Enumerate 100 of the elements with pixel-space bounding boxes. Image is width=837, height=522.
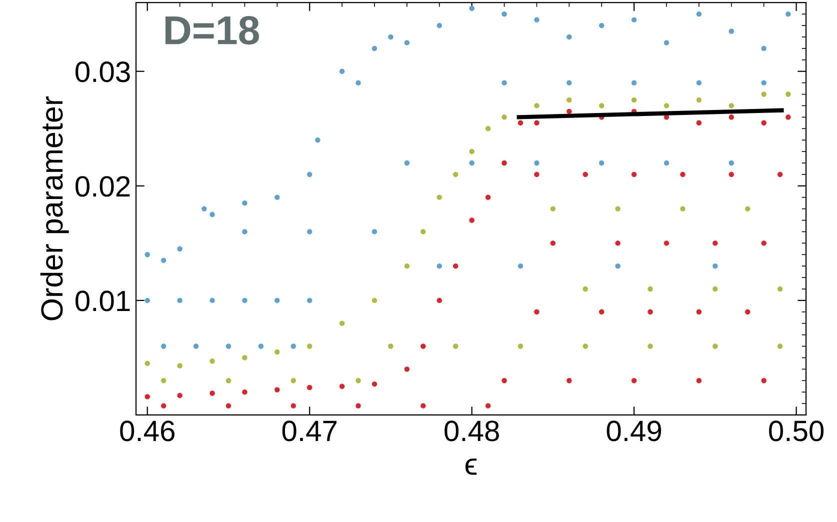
point [664, 240, 670, 246]
point [388, 34, 394, 40]
point [469, 160, 474, 166]
point [242, 298, 248, 304]
point [372, 46, 378, 52]
point [242, 200, 248, 206]
point [566, 97, 572, 103]
point [372, 381, 378, 387]
point [290, 403, 296, 408]
point [680, 172, 686, 178]
point [566, 34, 572, 40]
point [193, 344, 199, 349]
y-tick-label: 0.03 [76, 62, 130, 82]
point [566, 378, 572, 384]
point [453, 172, 458, 178]
point [372, 298, 378, 304]
point [210, 212, 215, 218]
point [786, 92, 791, 97]
point [502, 114, 507, 120]
point [761, 92, 766, 97]
point [144, 298, 150, 304]
point [420, 229, 426, 234]
x-axis-title: ϵ [465, 458, 477, 475]
x-tick-label: 0.46 [120, 420, 174, 442]
point [404, 160, 410, 166]
point [761, 46, 766, 52]
point [160, 344, 166, 349]
point [372, 229, 378, 234]
point [534, 309, 540, 314]
point [518, 344, 524, 349]
point [745, 206, 750, 212]
point [518, 263, 524, 269]
point [728, 114, 734, 120]
point [210, 298, 215, 304]
point [226, 344, 232, 349]
point [582, 172, 588, 178]
point [210, 358, 215, 364]
point [242, 389, 248, 395]
point [566, 108, 572, 114]
point [631, 80, 637, 86]
point [307, 229, 312, 234]
point [290, 344, 296, 349]
point [777, 344, 783, 349]
point [307, 344, 312, 349]
point [712, 344, 718, 349]
point [664, 103, 670, 108]
point [404, 263, 410, 269]
point [599, 160, 604, 166]
point [761, 240, 766, 246]
point [582, 286, 588, 292]
point [680, 206, 686, 212]
point [177, 298, 182, 304]
point [485, 126, 491, 132]
point [712, 286, 718, 292]
point [160, 378, 166, 384]
point [485, 194, 491, 200]
point [728, 103, 734, 108]
point [777, 172, 783, 178]
point [177, 392, 182, 398]
point [420, 403, 426, 408]
point [404, 366, 410, 372]
point [144, 252, 150, 258]
x-tick-label: 0.47 [282, 420, 337, 442]
point [566, 80, 572, 86]
point [615, 206, 620, 212]
point [696, 120, 702, 126]
point [631, 17, 637, 22]
point [728, 172, 734, 178]
point [356, 378, 361, 384]
point [420, 344, 426, 349]
y-axis-title: Order parameter [40, 96, 69, 320]
point [388, 344, 394, 349]
point [160, 403, 166, 408]
point [144, 394, 150, 400]
point [534, 160, 540, 166]
point [258, 344, 264, 349]
point [307, 172, 312, 178]
point [599, 103, 604, 108]
point [502, 11, 507, 17]
point [534, 103, 540, 108]
point [210, 390, 215, 396]
x-tick-label: 0.50 [769, 420, 824, 442]
point [712, 263, 718, 269]
point [696, 97, 702, 103]
annotation: D=18 [166, 16, 259, 45]
point [615, 263, 620, 269]
point [502, 378, 507, 384]
point [786, 11, 791, 17]
point [290, 378, 296, 384]
x-tick-label: 0.48 [444, 420, 499, 442]
point [144, 360, 150, 366]
point [202, 206, 207, 212]
point [599, 309, 604, 314]
point [777, 286, 783, 292]
point [631, 97, 637, 103]
point [615, 240, 620, 246]
point [315, 137, 320, 143]
point [404, 40, 410, 46]
y-tick-label: 0.01 [76, 290, 130, 312]
point [631, 172, 637, 178]
